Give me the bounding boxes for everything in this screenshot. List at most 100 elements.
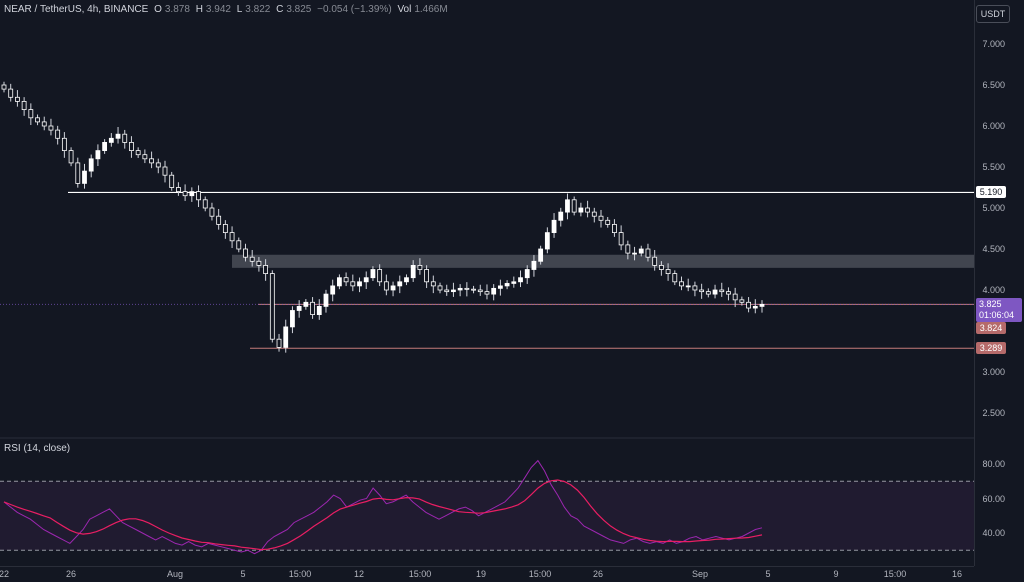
candle-body — [149, 158, 154, 164]
candle-body — [35, 117, 40, 123]
time-tick: Aug — [166, 569, 184, 579]
candle-body — [390, 285, 396, 291]
candle-body — [719, 289, 725, 293]
candle-body — [726, 291, 731, 295]
candle-body — [88, 158, 94, 172]
candle-body — [679, 281, 684, 287]
time-tick: 5 — [765, 569, 771, 579]
time-tick: 15:00 — [528, 569, 552, 579]
candle-body — [638, 248, 644, 254]
candle-body — [75, 162, 81, 184]
candle-body — [524, 269, 530, 279]
candle-body — [82, 170, 87, 184]
time-tick: 12 — [353, 569, 365, 579]
close-label: C — [276, 4, 284, 15]
price-tick: 5.000 — [982, 203, 1005, 213]
support-price-badge: 3.824 — [976, 322, 1006, 334]
candle-body — [430, 281, 436, 287]
candle-body — [632, 252, 637, 255]
candle-body — [645, 248, 651, 258]
candle-body — [249, 256, 255, 262]
volume-value: 1.466M — [414, 4, 448, 15]
candle-body — [283, 326, 289, 348]
candle-body — [692, 285, 698, 291]
candle-body — [591, 211, 597, 217]
candle-body — [222, 223, 228, 233]
candle-body — [363, 277, 369, 283]
price-tick: 7.000 — [982, 39, 1005, 49]
symbol-title[interactable]: NEAR / TetherUS, 4h, BINANCE — [4, 4, 149, 15]
price-tick: 6.000 — [982, 121, 1005, 131]
candle-body — [108, 137, 114, 143]
candle-body — [316, 305, 322, 315]
candle-body — [102, 141, 108, 151]
candle-body — [652, 256, 658, 266]
candle-body — [705, 291, 711, 295]
candle-body — [544, 232, 550, 250]
candle-body — [618, 232, 624, 246]
candle-body — [155, 162, 161, 168]
candle-body — [699, 289, 705, 293]
candle-body — [323, 293, 329, 307]
change-value: −0.054 (−1.39%) — [317, 4, 392, 15]
candle-body — [605, 219, 611, 225]
support-price-badge: 3.289 — [976, 342, 1006, 354]
candle-body — [229, 232, 235, 242]
candle-body — [410, 264, 416, 279]
price-axis[interactable]: 7.000 6.500 6.000 5.500 5.000 4.500 4.00… — [974, 0, 1024, 566]
time-tick: 26 — [65, 569, 77, 579]
candle-body — [397, 281, 403, 287]
candle-body — [41, 121, 47, 127]
candle-body — [558, 211, 564, 221]
price-tick: 3.000 — [982, 367, 1005, 377]
candle-body — [243, 248, 248, 258]
current-price-badge: 3.825 01:06:04 — [976, 298, 1022, 322]
low-value: 3.822 — [245, 4, 271, 15]
candle-body — [665, 269, 671, 274]
time-tick: 26 — [592, 569, 604, 579]
current-price-value: 3.825 — [979, 299, 1002, 309]
candle-body — [511, 281, 517, 284]
candle-body — [625, 244, 631, 254]
candle-body — [330, 285, 336, 295]
candle-body — [303, 301, 309, 307]
candle-body — [571, 199, 577, 213]
rsi-tick: 40.00 — [982, 528, 1005, 538]
rsi-tick: 80.00 — [982, 459, 1005, 469]
candle-body — [115, 133, 121, 139]
candle-body — [759, 303, 765, 307]
candle-body — [209, 207, 215, 217]
candle-body — [8, 88, 14, 98]
time-axis[interactable]: 22 26 Aug 5 15:00 12 15:00 19 15:00 26 S… — [0, 566, 974, 582]
candle-body — [263, 264, 269, 274]
candle-body — [1, 84, 7, 90]
candle-body — [538, 248, 544, 262]
candle-body — [48, 125, 54, 131]
candle-body — [464, 287, 470, 290]
candle-body — [746, 301, 751, 309]
rsi-title[interactable]: RSI (14, close) — [4, 443, 71, 454]
candle-body — [497, 285, 503, 289]
candle-body — [129, 141, 134, 151]
candle-body — [169, 174, 175, 188]
candle-body — [658, 264, 664, 270]
candle-body — [437, 285, 443, 291]
candle-body — [451, 289, 456, 293]
candle-body — [565, 199, 570, 213]
candle-body — [21, 101, 27, 111]
candle-body — [585, 207, 590, 213]
candle-body — [216, 215, 222, 225]
price-tick: 6.500 — [982, 80, 1005, 90]
candle-body — [95, 150, 101, 160]
candle-body — [142, 154, 148, 160]
currency-button[interactable]: USDT — [976, 5, 1010, 23]
symbol-header: NEAR / TetherUS, 4h, BINANCE O 3.878 H 3.9… — [4, 4, 451, 15]
candle-body — [162, 166, 168, 176]
time-tick: 5 — [240, 569, 246, 579]
candle-body — [176, 187, 181, 192]
high-value: 3.942 — [205, 4, 231, 15]
candle-body — [296, 305, 302, 311]
candle-body — [202, 199, 208, 209]
candle-body — [343, 277, 349, 283]
